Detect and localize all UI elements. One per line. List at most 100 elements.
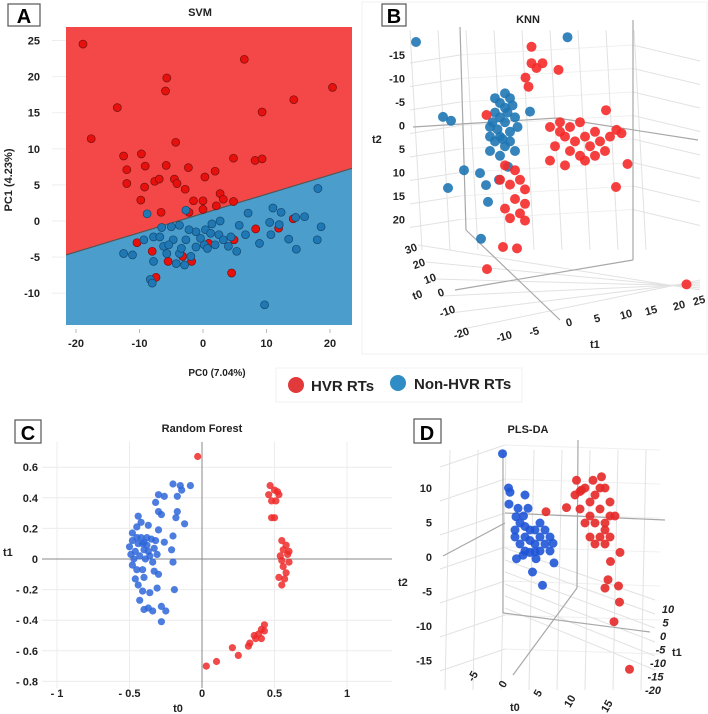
data-point-non-hvr bbox=[485, 131, 495, 142]
tick-label: -20 bbox=[68, 338, 84, 350]
data-point-non-hvr bbox=[549, 558, 559, 568]
data-point-non-hvr bbox=[523, 503, 533, 513]
data-point-hvr bbox=[257, 635, 265, 643]
tick-label: 10 bbox=[562, 693, 579, 710]
data-point-non-hvr bbox=[169, 532, 177, 540]
data-point-non-hvr bbox=[530, 525, 540, 535]
tick-label: 0 bbox=[200, 338, 206, 350]
data-point-non-hvr bbox=[168, 546, 176, 554]
data-point-non-hvr bbox=[180, 260, 189, 270]
data-point-non-hvr bbox=[284, 234, 294, 244]
grid-line bbox=[632, 44, 701, 62]
data-point-non-hvr bbox=[528, 567, 537, 577]
data-point-non-hvr bbox=[141, 555, 149, 563]
data-point-non-hvr bbox=[483, 196, 493, 207]
grid-line bbox=[449, 281, 701, 314]
data-point-hvr bbox=[140, 182, 149, 192]
data-point-hvr bbox=[218, 194, 228, 204]
data-point-hvr bbox=[239, 54, 249, 64]
data-point-hvr bbox=[580, 131, 590, 142]
tick-label: - 0.4 bbox=[16, 615, 39, 627]
data-point-non-hvr bbox=[144, 521, 152, 529]
tick-label: 5 bbox=[399, 144, 405, 156]
grid-line bbox=[459, 68, 634, 79]
data-point-hvr bbox=[545, 155, 555, 166]
data-point-hvr bbox=[154, 174, 164, 184]
data-point-hvr bbox=[555, 117, 565, 128]
tick-label: 10 bbox=[662, 604, 675, 616]
data-point-non-hvr bbox=[510, 112, 520, 123]
data-point-hvr bbox=[137, 149, 146, 159]
grid-line bbox=[417, 244, 701, 291]
data-point-hvr bbox=[625, 664, 634, 674]
data-point-non-hvr bbox=[160, 538, 168, 546]
data-point-non-hvr bbox=[535, 532, 545, 542]
tick-label: 5 bbox=[662, 618, 669, 630]
data-point-non-hvr bbox=[226, 232, 236, 242]
data-point-non-hvr bbox=[157, 602, 165, 611]
axis-line bbox=[465, 229, 561, 321]
grid-line bbox=[439, 478, 506, 502]
data-point-hvr bbox=[580, 155, 590, 166]
grid-line bbox=[632, 91, 701, 109]
data-point-non-hvr bbox=[196, 233, 205, 243]
data-point-hvr bbox=[520, 184, 530, 195]
data-point-hvr bbox=[505, 213, 515, 224]
data-point-hvr bbox=[498, 242, 508, 252]
data-point-non-hvr bbox=[513, 503, 523, 513]
data-point-hvr bbox=[78, 39, 88, 49]
data-point-hvr bbox=[595, 504, 605, 514]
tick-label: 1 bbox=[344, 688, 350, 700]
grid-line bbox=[632, 68, 701, 85]
grid-line bbox=[549, 29, 563, 251]
data-point-non-hvr bbox=[136, 596, 144, 604]
data-point-hvr bbox=[605, 511, 615, 521]
tick-label: - 0.6 bbox=[16, 646, 38, 658]
tick-label: -20 bbox=[645, 685, 662, 697]
grid-line bbox=[632, 138, 701, 156]
data-point-hvr bbox=[512, 243, 522, 254]
data-point-non-hvr bbox=[438, 111, 448, 122]
tick-label: -5 bbox=[466, 669, 481, 683]
t2-axis-label: t2 bbox=[398, 577, 408, 589]
tick-label: 0 bbox=[497, 679, 510, 690]
panel-letter-a: A bbox=[17, 6, 31, 28]
data-point-non-hvr bbox=[160, 492, 168, 500]
legend-marker-non-hvr bbox=[390, 375, 406, 391]
data-point-hvr bbox=[252, 635, 260, 643]
tick-label: 10 bbox=[28, 144, 40, 156]
grid-line bbox=[425, 261, 701, 289]
data-point-hvr bbox=[585, 532, 595, 542]
data-point-non-hvr bbox=[186, 482, 194, 490]
data-point-hvr bbox=[585, 511, 595, 521]
data-point-non-hvr bbox=[530, 547, 540, 557]
tick-label: -10 bbox=[416, 621, 432, 633]
tick-label: 5 bbox=[34, 180, 40, 192]
data-point-non-hvr bbox=[178, 486, 186, 494]
data-point-hvr bbox=[251, 224, 261, 234]
grid-line bbox=[504, 444, 661, 451]
grid-line bbox=[632, 209, 701, 226]
data-point-non-hvr bbox=[128, 529, 136, 537]
data-point-hvr bbox=[500, 203, 510, 214]
grid-line bbox=[472, 449, 479, 691]
data-point-non-hvr bbox=[291, 213, 301, 222]
data-point-hvr bbox=[531, 63, 542, 73]
data-point-non-hvr bbox=[490, 93, 500, 104]
grid-line bbox=[504, 546, 661, 553]
data-point-non-hvr bbox=[505, 136, 515, 147]
data-point-non-hvr bbox=[531, 554, 541, 564]
data-point-non-hvr bbox=[154, 570, 163, 578]
data-point-non-hvr bbox=[119, 249, 128, 258]
data-point-non-hvr bbox=[497, 134, 508, 144]
data-point-hvr bbox=[184, 163, 193, 172]
grid-line bbox=[504, 571, 656, 629]
data-point-non-hvr bbox=[510, 146, 520, 156]
data-point-hvr bbox=[515, 174, 525, 185]
data-point-non-hvr bbox=[498, 449, 507, 459]
data-point-hvr bbox=[257, 154, 267, 164]
tick-label: -10 bbox=[438, 304, 457, 321]
data-point-hvr bbox=[575, 504, 585, 514]
grid-line bbox=[433, 278, 701, 287]
data-point-hvr bbox=[614, 581, 623, 591]
